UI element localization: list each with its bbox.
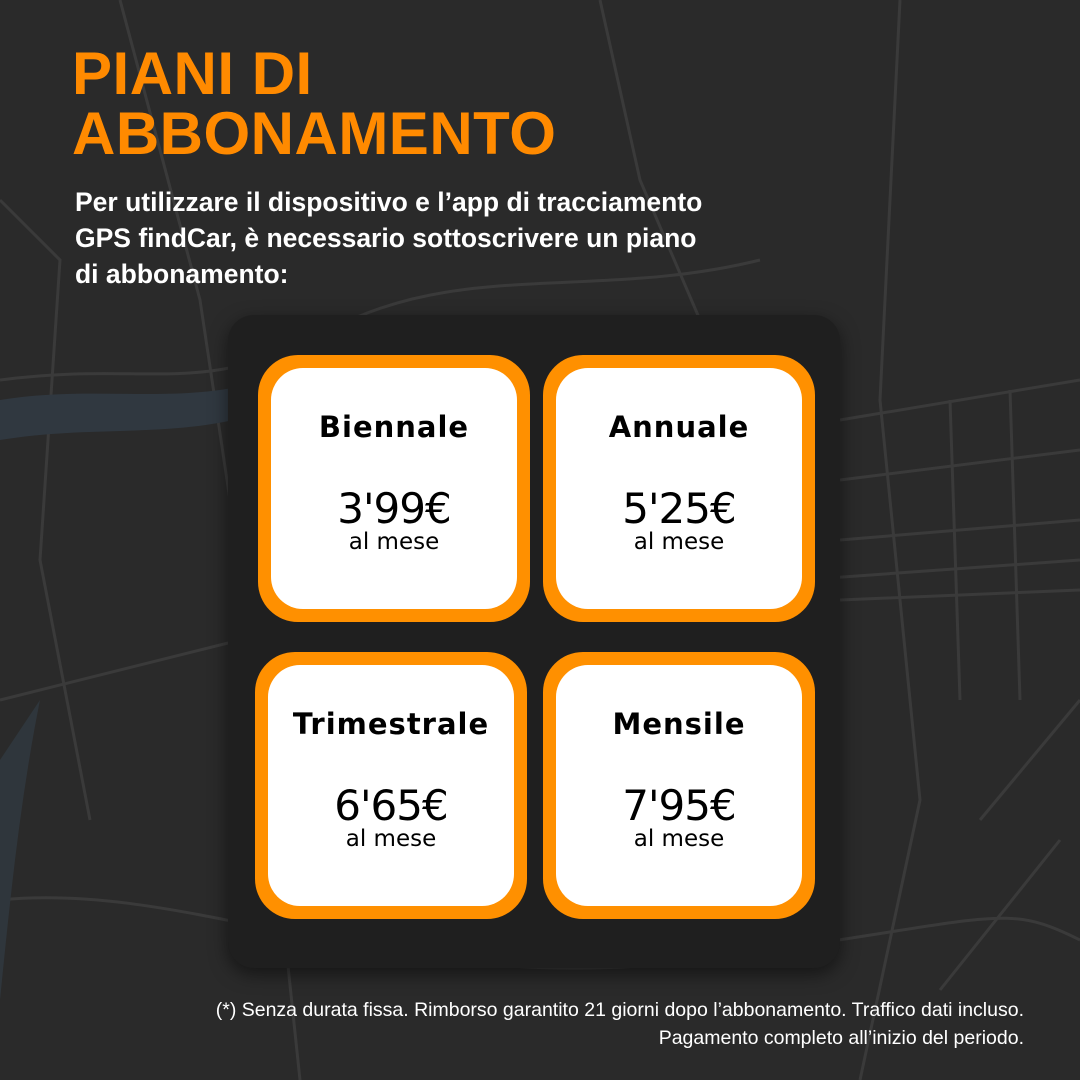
plan-card-body: Trimestrale 6'65€ al mese <box>268 665 514 906</box>
plan-price: 7'95€ <box>622 781 736 830</box>
plan-name: Mensile <box>612 707 746 741</box>
plan-card-body: Biennale 3'99€ al mese <box>271 368 517 609</box>
plan-card-body: Mensile 7'95€ al mese <box>556 665 802 906</box>
plan-price: 6'65€ <box>334 781 448 830</box>
plans-panel: Biennale 3'99€ al mese Annuale 5'25€ al … <box>228 315 840 968</box>
plan-period: al mese <box>348 529 440 555</box>
plan-card-mensile[interactable]: Mensile 7'95€ al mese <box>543 652 815 919</box>
plan-period: al mese <box>633 529 725 555</box>
title-line-2: ABBONAMENTO <box>72 100 557 167</box>
plan-period: al mese <box>345 826 437 852</box>
plan-period: al mese <box>633 826 725 852</box>
footnote: (*) Senza durata fissa. Rimborso garanti… <box>215 999 1024 1049</box>
subtitle: Per utilizzare il dispositivo e l’app di… <box>75 187 703 289</box>
title-line-1: PIANI DI <box>72 40 313 107</box>
plan-card-body: Annuale 5'25€ al mese <box>556 368 802 609</box>
page-title: PIANI DI ABBONAMENTO <box>72 44 556 164</box>
plan-card-trimestrale[interactable]: Trimestrale 6'65€ al mese <box>255 652 527 919</box>
plan-price: 3'99€ <box>337 484 451 533</box>
plan-name: Biennale <box>318 410 470 444</box>
plan-card-annuale[interactable]: Annuale 5'25€ al mese <box>543 355 815 622</box>
plan-name: Trimestrale <box>292 707 490 741</box>
plan-card-biennale[interactable]: Biennale 3'99€ al mese <box>258 355 530 622</box>
plan-price: 5'25€ <box>622 484 736 533</box>
plan-name: Annuale <box>608 410 750 444</box>
